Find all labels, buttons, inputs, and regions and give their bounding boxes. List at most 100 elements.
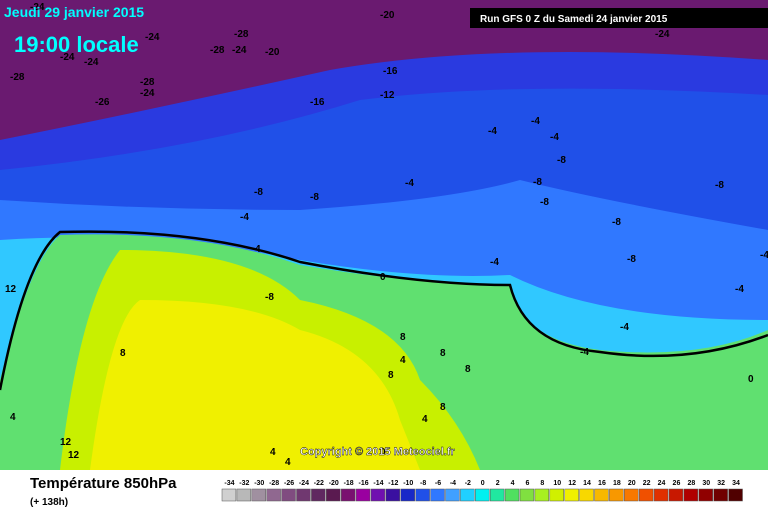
scale-label: 28 (687, 480, 695, 487)
scale-label: -20 (329, 480, 339, 487)
scale-label: 0 (481, 480, 485, 487)
color-swatch (445, 488, 460, 502)
color-swatch (311, 488, 326, 502)
scale-label: -26 (284, 480, 294, 487)
contour-label: 8 (440, 402, 446, 413)
copyright: Copyright © 2015 Meteociel.fr (300, 446, 456, 458)
contour-label: -4 (488, 126, 497, 137)
scale-label: 10 (553, 480, 561, 487)
scale-label: -32 (239, 480, 249, 487)
scale-label: 20 (628, 480, 636, 487)
color-swatch (385, 488, 401, 502)
color-swatch (370, 488, 386, 502)
scale-label: 14 (583, 480, 591, 487)
contour-label: -28 (10, 72, 25, 83)
contour-label: 8 (465, 364, 471, 375)
scale-label: -30 (254, 480, 264, 487)
contour-label: 4 (400, 355, 406, 366)
color-swatch (251, 488, 266, 502)
scale-label: -22 (314, 480, 324, 487)
color-swatch (564, 488, 579, 502)
contour-label: -8 (533, 177, 542, 188)
scale-label: -28 (269, 480, 279, 487)
scale-label: 12 (568, 480, 576, 487)
contour-label: -24 (145, 32, 160, 43)
color-swatch (221, 488, 237, 502)
contour-label: -24 (30, 2, 45, 13)
scale-label: 26 (673, 480, 681, 487)
color-swatch (266, 488, 281, 502)
contour-label: -12 (380, 90, 395, 101)
contour-label: 4 (422, 414, 428, 425)
footer-title: Température 850hPa (30, 475, 177, 492)
contour-label: 12 (5, 284, 17, 295)
scale-label: 34 (732, 480, 740, 487)
contour-label: -4 (550, 132, 559, 143)
footer-lead: (+ 138h) (30, 497, 68, 508)
contour-label: -4 (620, 322, 629, 333)
scale-label: -4 (450, 480, 456, 487)
contour-label: -28 (140, 77, 155, 88)
scale-label: -10 (403, 480, 413, 487)
run-box (470, 8, 768, 28)
contour-label: -24 (84, 57, 99, 68)
color-swatch (415, 488, 430, 502)
color-scale: -34 -32 -30 -28 -26 -24 -22 -20 -18 -16 -14 -12 -10-… (221, 480, 743, 502)
scale-label: 2 (496, 480, 500, 487)
contour-label: 0 (380, 447, 386, 458)
contour-label: 8 (388, 370, 394, 381)
color-swatch (579, 488, 594, 502)
color-swatch (609, 488, 624, 502)
zero-contour (0, 230, 768, 391)
contour-label: -8 (265, 292, 274, 303)
contour-label: -28 (210, 45, 225, 56)
color-swatch (504, 488, 520, 502)
color-swatch (236, 488, 252, 502)
scale-label: 32 (717, 480, 725, 487)
contour-label: -28 (234, 29, 249, 40)
contour-label: 8 (400, 332, 406, 343)
color-swatch (668, 488, 684, 502)
contour-labels: -24-20-24-24-28-24-20-24-28-28-24-28-26-… (5, 2, 768, 468)
color-swatch (534, 488, 550, 502)
contour-label: -24 (60, 52, 75, 63)
contour-label: -8 (254, 187, 263, 198)
color-swatch (683, 488, 699, 502)
contour-label: -4 (405, 178, 414, 189)
scale-label: 16 (598, 480, 606, 487)
contour-label: -24 (655, 29, 670, 40)
color-swatch (475, 488, 490, 502)
contour-label: 4 (285, 457, 291, 468)
color-swatch (713, 488, 728, 502)
contour-label: 8 (120, 348, 126, 359)
contour-label: 8 (440, 348, 446, 359)
color-swatch (624, 488, 639, 502)
time: 19:00 locale (14, 32, 139, 57)
contour-label: -8 (627, 254, 636, 265)
contour-label: -4 (760, 250, 768, 261)
scale-label: 22 (643, 480, 651, 487)
scale-label: -14 (373, 480, 383, 487)
color-swatch (594, 488, 609, 502)
scale-label: -16 (358, 480, 368, 487)
scale-label: -2 (465, 480, 471, 487)
contour-label: -24 (140, 88, 155, 99)
contour-label: -8 (540, 197, 549, 208)
run-info: Run GFS 0 Z du Samedi 24 janvier 2015 (480, 14, 668, 25)
scale-label: 4 (511, 480, 515, 487)
scale-label: -18 (344, 480, 354, 487)
date: Jeudi 29 janvier 2015 (4, 4, 144, 20)
contour-label: -8 (310, 192, 319, 203)
contour-label: 12 (68, 450, 80, 461)
scale-label: -24 (299, 480, 309, 487)
scale-label: -8 (420, 480, 426, 487)
color-swatch (355, 488, 371, 502)
color-swatch (638, 488, 654, 502)
scale-label: 6 (525, 480, 529, 487)
color-swatch (296, 488, 311, 502)
contour-label: -8 (715, 180, 724, 191)
contour-label: 0 (380, 272, 386, 283)
contour-label: 4 (10, 412, 16, 423)
contour-label: -26 (95, 97, 110, 108)
